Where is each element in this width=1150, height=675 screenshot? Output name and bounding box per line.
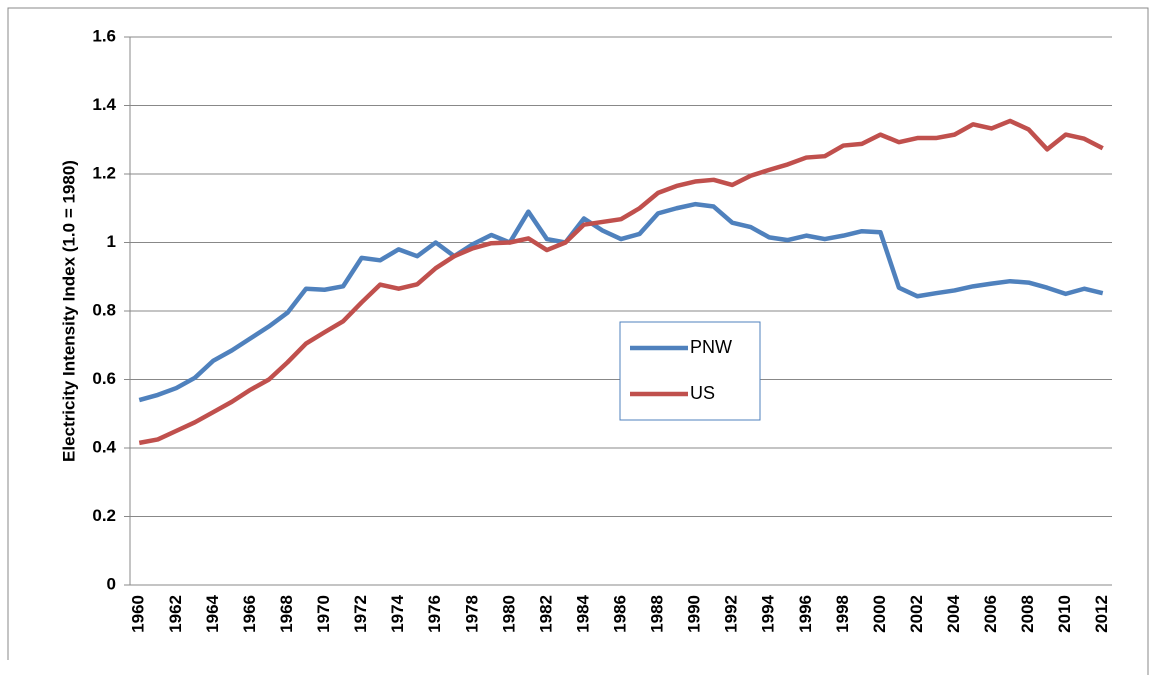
- y-tick-label: 1.6: [92, 26, 116, 45]
- x-tick-label: 1970: [314, 595, 333, 633]
- x-tick-label: 1964: [203, 594, 222, 632]
- x-tick-label: 2012: [1092, 595, 1111, 633]
- x-tick-label: 1980: [499, 595, 518, 633]
- x-tick-label: 2008: [1018, 595, 1037, 633]
- x-tick-label: 1962: [166, 595, 185, 633]
- y-tick-label: 1.2: [92, 163, 116, 182]
- x-tick-label: 1972: [351, 595, 370, 633]
- x-tick-label: 1968: [277, 595, 296, 633]
- x-tick-label: 2006: [981, 595, 1000, 633]
- x-tick-label: 1966: [240, 595, 259, 633]
- y-tick-label: 0.4: [92, 437, 116, 456]
- x-tick-label: 1998: [833, 595, 852, 633]
- x-tick-label: 1974: [388, 594, 407, 632]
- frame: [7, 7, 1149, 675]
- x-tick-label: 1986: [610, 595, 629, 633]
- x-tick-label: 1996: [796, 595, 815, 633]
- legend-text: US: [690, 383, 715, 403]
- legend-text: PNW: [690, 337, 732, 357]
- y-tick-label: 0: [107, 574, 116, 593]
- y-tick-label: 1.4: [92, 95, 116, 114]
- x-tick-label: 1960: [129, 595, 148, 633]
- y-tick-label: 0.8: [92, 300, 116, 319]
- legend-box: [619, 321, 761, 421]
- y-tick-label: 0.6: [92, 369, 116, 388]
- y-tick-label: 1: [107, 232, 116, 251]
- x-tick-label: 2002: [907, 595, 926, 633]
- x-tick-label: 1988: [648, 595, 667, 633]
- x-tick-label: 1992: [722, 595, 741, 633]
- series-line: [138, 201, 1104, 403]
- x-tick-label: 2004: [944, 594, 963, 632]
- y-axis-title: Electricity Intensity Index (1.0 = 1980): [59, 160, 78, 462]
- series-line: [138, 118, 1104, 446]
- x-tick-label: 1984: [573, 594, 592, 632]
- x-tick-label: 1994: [759, 594, 778, 632]
- x-tick-label: 1990: [685, 595, 704, 633]
- y-tick-label: 0.2: [92, 506, 116, 525]
- x-tick-label: 1976: [425, 595, 444, 633]
- x-tick-label: 1978: [462, 595, 481, 633]
- x-tick-label: 2010: [1055, 595, 1074, 633]
- legend: PNW US: [619, 321, 761, 421]
- x-tick-label: 2000: [870, 595, 889, 633]
- x-tick-label: 1982: [536, 595, 555, 633]
